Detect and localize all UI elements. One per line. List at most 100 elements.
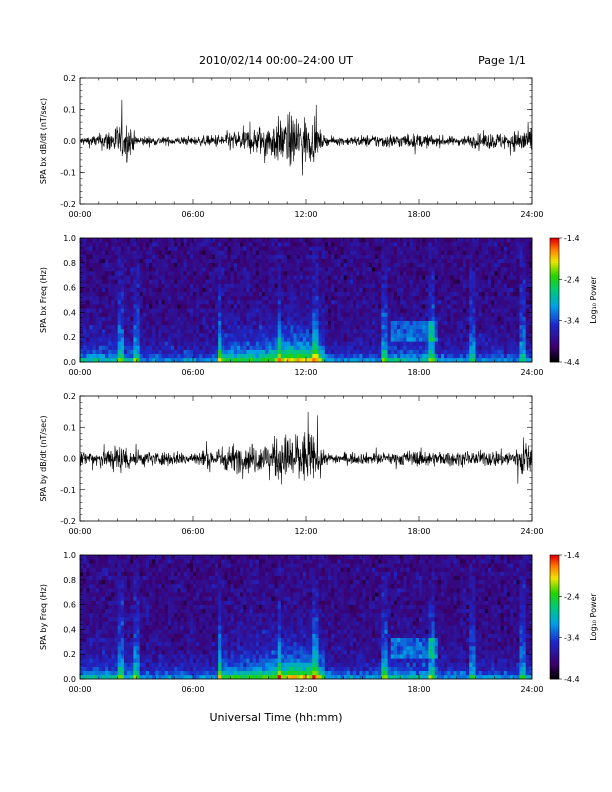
spectrogram-cell bbox=[378, 283, 382, 288]
spectrogram-cell bbox=[466, 333, 470, 338]
spectrogram-cell bbox=[211, 262, 216, 268]
spectrogram-cell bbox=[133, 345, 137, 350]
spectrogram-cell bbox=[519, 262, 523, 268]
spectrogram-cell bbox=[265, 250, 269, 255]
spectrogram-cell bbox=[180, 279, 184, 284]
spectrogram-cell bbox=[356, 316, 360, 321]
spectrogram-cell bbox=[277, 345, 282, 350]
spectrogram-cell bbox=[431, 262, 435, 268]
spectrogram-cell bbox=[528, 246, 533, 251]
spectrogram-cell bbox=[133, 246, 137, 251]
spectrogram-cell bbox=[299, 300, 304, 305]
spectrogram-cell bbox=[434, 312, 439, 317]
spectrogram-cell bbox=[136, 308, 140, 313]
spectrogram-cell bbox=[522, 275, 527, 280]
spectrogram-cell bbox=[202, 324, 206, 330]
spectrogram-cell bbox=[142, 246, 147, 251]
spectrogram-cell bbox=[481, 238, 486, 243]
spectrogram-cell bbox=[158, 312, 162, 317]
spectrogram-cell bbox=[459, 275, 464, 280]
spectrogram-cell bbox=[346, 287, 351, 293]
spectrogram-cell bbox=[393, 349, 398, 355]
spectrogram-cell bbox=[469, 324, 473, 330]
spectrogram-cell bbox=[321, 304, 326, 309]
spectrogram-cell bbox=[230, 300, 235, 305]
spectrogram-cell bbox=[312, 337, 316, 342]
spectrogram-cell bbox=[95, 328, 100, 334]
spectrogram-cell bbox=[287, 320, 291, 326]
spectrogram-cell bbox=[478, 349, 483, 355]
spectrogram-cell bbox=[130, 242, 134, 247]
spectrogram-cell bbox=[356, 333, 360, 338]
spectrogram-cell bbox=[177, 279, 181, 284]
spectrogram-cell bbox=[230, 266, 235, 272]
spectrogram-cell bbox=[155, 242, 159, 247]
spectrogram-cell bbox=[406, 279, 410, 284]
spectrogram-cell bbox=[83, 266, 87, 272]
spectrogram-cell bbox=[302, 266, 307, 272]
spectrogram-cell bbox=[384, 295, 388, 301]
spectrogram-cell bbox=[86, 571, 90, 576]
spectrogram-cell bbox=[265, 333, 269, 338]
spectrogram-cell bbox=[86, 308, 90, 313]
spectrogram-cell bbox=[419, 262, 423, 268]
spectrogram-cell bbox=[343, 250, 348, 255]
spectrogram-cell bbox=[133, 316, 137, 321]
spectrogram-cell bbox=[393, 279, 398, 284]
spectrogram-cell bbox=[409, 304, 414, 309]
spectrogram-cell bbox=[189, 258, 194, 264]
spectrogram-cell bbox=[186, 349, 191, 355]
spectrogram-cell bbox=[409, 349, 414, 355]
spectrogram-cell bbox=[428, 283, 432, 288]
spectrogram-cell bbox=[95, 279, 100, 284]
spectrogram-cell bbox=[136, 271, 140, 276]
spectrogram-cell bbox=[108, 337, 112, 342]
spectrogram-cell bbox=[189, 349, 194, 355]
spectrogram-cell bbox=[123, 266, 128, 272]
spectrogram-cell bbox=[265, 291, 269, 297]
spectrogram-cell bbox=[299, 312, 304, 317]
spectrogram-cell bbox=[164, 320, 169, 326]
spectrogram-cell bbox=[177, 337, 181, 342]
spectrogram-cell bbox=[462, 337, 467, 342]
spectrogram-cell bbox=[221, 271, 225, 276]
spectrogram-cell bbox=[522, 328, 527, 334]
spectrogram-cell bbox=[149, 349, 153, 355]
spectrogram-cell bbox=[312, 328, 316, 334]
spectrogram-cell bbox=[233, 337, 238, 342]
spectrogram-cell bbox=[400, 337, 404, 342]
spectrogram-cell bbox=[340, 345, 344, 350]
spectrogram-cell bbox=[133, 295, 137, 301]
spectrogram-cell bbox=[447, 357, 451, 363]
spectrogram-cell bbox=[406, 283, 410, 288]
spectrogram-cell bbox=[494, 287, 498, 293]
spectrogram-cell bbox=[478, 341, 483, 346]
spectrogram-cell bbox=[384, 308, 388, 313]
spectrogram-cell bbox=[375, 295, 379, 301]
spectrogram-cell bbox=[450, 328, 454, 334]
spectrogram-cell bbox=[274, 353, 279, 359]
spectrogram-cell bbox=[92, 650, 96, 655]
spectrogram-cell bbox=[444, 324, 448, 330]
spectrogram-cell bbox=[447, 238, 451, 243]
spectrogram-cell bbox=[265, 258, 269, 264]
spectrogram-cell bbox=[478, 279, 483, 284]
spectrogram-cell bbox=[98, 645, 103, 651]
spectrogram-cell bbox=[475, 324, 479, 330]
spectrogram-cell bbox=[469, 349, 473, 355]
spectrogram-cell bbox=[80, 658, 84, 663]
spectrogram-cell bbox=[152, 308, 156, 313]
spectrogram-cell bbox=[152, 279, 156, 284]
spectrogram-cell bbox=[513, 316, 517, 321]
spectrogram-cell bbox=[462, 279, 467, 284]
spectrogram-cell bbox=[127, 238, 131, 243]
spectrogram-cell bbox=[293, 341, 297, 346]
spectrogram-cell bbox=[240, 328, 244, 334]
spectrogram-cell bbox=[431, 275, 435, 280]
spectrogram-cell bbox=[108, 242, 112, 247]
spectrogram-cell bbox=[299, 320, 304, 326]
spectrogram-cell bbox=[447, 266, 451, 272]
spectrogram-cell bbox=[403, 242, 407, 247]
spectrogram-cell bbox=[525, 275, 530, 280]
spectrogram-cell bbox=[211, 258, 216, 264]
